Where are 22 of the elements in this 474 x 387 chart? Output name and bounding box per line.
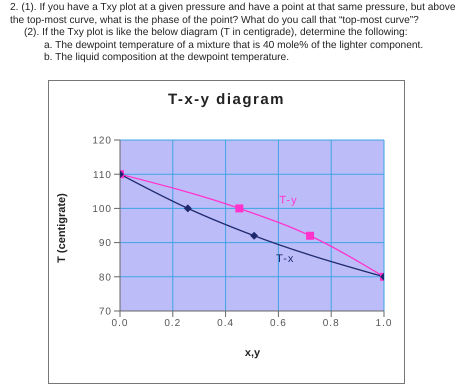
y-tick-label: 120 (92, 136, 112, 147)
y-tick-label: 90 (98, 238, 112, 250)
chart-title: T-x-y diagram (166, 91, 286, 108)
x-tick-label: 0.4 (217, 318, 234, 330)
y-axis-title: T (centigrate) (56, 192, 68, 262)
x-tick-label: 0.6 (270, 318, 287, 330)
y-tick-label: 70 (98, 306, 112, 318)
point (250, 232, 258, 240)
x-tick-label: 1.0 (376, 318, 392, 330)
x-tick-label: 0.8 (322, 318, 340, 330)
text: b. The liquid composition at the dewpoint temperature. (43, 52, 290, 64)
point (184, 204, 192, 212)
x-tick-label: 0.0 (112, 318, 128, 330)
y-tick-label: 80 (98, 272, 112, 284)
text: 2. (1). If you have a Txy plot at a given pressure and have a point at that same pressure, but above the top-most curve, what is the phase of the point? What do you call that “top-most curve”? (10, 2, 456, 27)
y-tick-label: 100 (92, 204, 112, 215)
text: a. The dewpoint temperature of a mixture that is 40 mole% of the lighter component. (43, 40, 424, 52)
text: (2). If the Txy plot is like the below diagram (T in centigrade), determine the following: (23, 27, 409, 40)
x-axis-title: x,y (244, 347, 262, 359)
y-tick-label: 110 (93, 170, 112, 181)
series-label: T-y (279, 194, 298, 206)
x-tick-label: 0.2 (164, 318, 182, 330)
